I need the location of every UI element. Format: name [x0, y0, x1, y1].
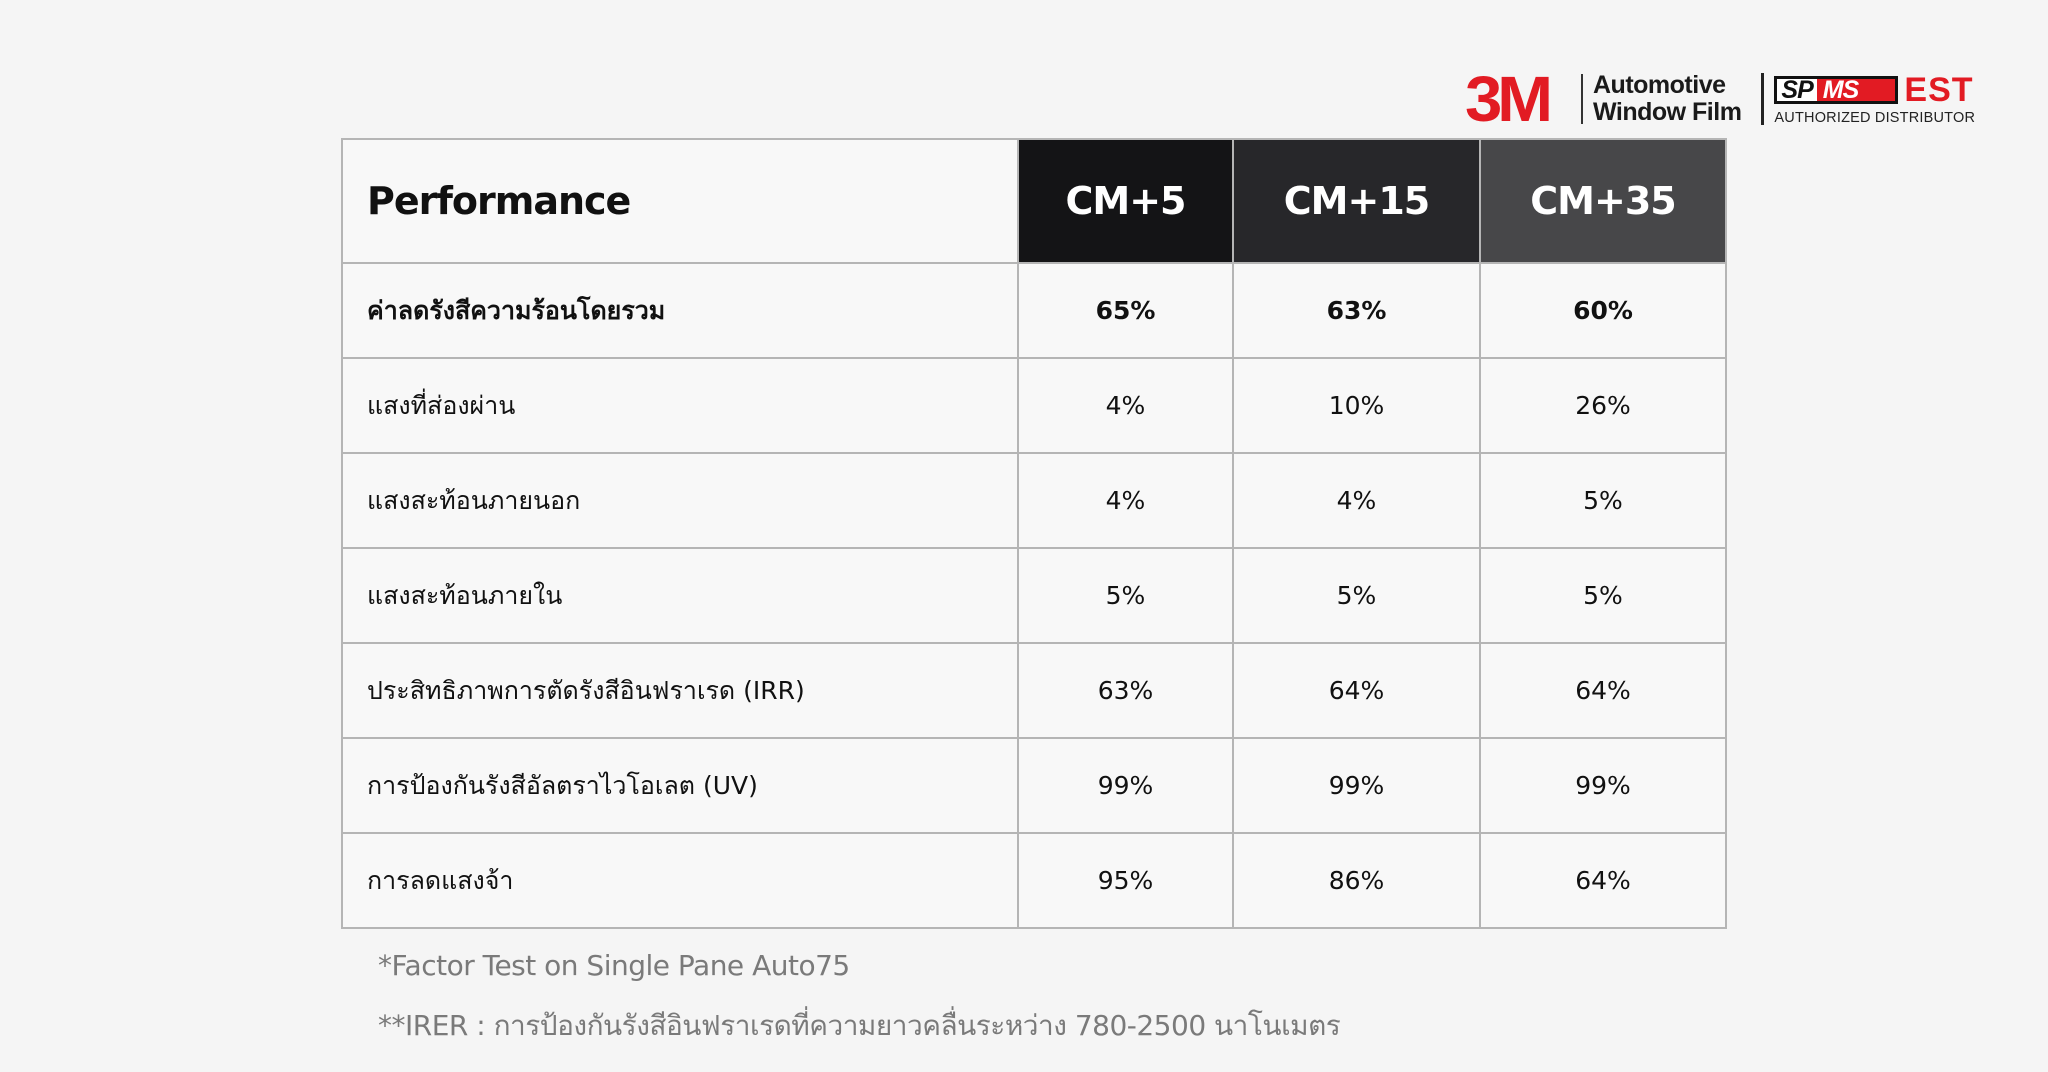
- spms-logo: SP MS: [1774, 75, 1899, 104]
- cell-value: 5%: [1479, 452, 1727, 549]
- cell-value: 64%: [1479, 642, 1727, 739]
- row-label: ค่าลดรังสีความร้อนโดยรวม: [341, 262, 1019, 359]
- performance-header: Performance: [341, 138, 1019, 264]
- model-header-cm5: CM+5: [1017, 138, 1234, 264]
- row-label: การลดแสงจ้า: [341, 832, 1019, 929]
- footnote-irer: **IRER : การป้องกันรังสีอินฟราเรดที่ความ…: [378, 1009, 1341, 1042]
- cell-value: 65%: [1017, 262, 1234, 359]
- row-label: ประสิทธิภาพการตัดรังสีอินฟราเรด (IRR): [341, 642, 1019, 739]
- model-header-cm15: CM+15: [1232, 138, 1481, 264]
- row-label: แสงสะท้อนภายนอก: [341, 452, 1019, 549]
- cell-value: 95%: [1017, 832, 1234, 929]
- performance-table: Performance CM+5 CM+15 CM+35 ค่าลดรังสีค…: [341, 138, 1727, 929]
- cell-value: 63%: [1232, 262, 1481, 359]
- cell-value: 4%: [1017, 452, 1234, 549]
- cell-value: 64%: [1479, 832, 1727, 929]
- cell-value: 26%: [1479, 357, 1727, 454]
- table-row: แสงที่ส่องผ่าน 4% 10% 26%: [341, 357, 1727, 454]
- 3m-logo: 3M: [1465, 63, 1553, 135]
- table-header-row: Performance CM+5 CM+15 CM+35: [341, 138, 1727, 264]
- row-label: แสงสะท้อนภายใน: [341, 547, 1019, 644]
- cell-value: 4%: [1232, 452, 1481, 549]
- footnotes: *Factor Test on Single Pane Auto75 **IRE…: [378, 944, 1341, 1064]
- footnote-factor-test: *Factor Test on Single Pane Auto75: [378, 949, 850, 982]
- cell-value: 99%: [1479, 737, 1727, 834]
- table-row: แสงสะท้อนภายใน 5% 5% 5%: [341, 547, 1727, 644]
- cell-value: 10%: [1232, 357, 1481, 454]
- cell-value: 64%: [1232, 642, 1481, 739]
- authorized-distributor-label: AUTHORIZED DISTRIBUTOR: [1774, 109, 1976, 126]
- brand-logos: 3M Automotive Window Film SP MS EST AUTH…: [1465, 63, 1975, 135]
- spms-ms: MS: [1816, 77, 1896, 102]
- cell-value: 4%: [1017, 357, 1234, 454]
- table-row: แสงสะท้อนภายนอก 4% 4% 5%: [341, 452, 1727, 549]
- cell-value: 63%: [1017, 642, 1234, 739]
- table-row: ค่าลดรังสีความร้อนโดยรวม 65% 63% 60%: [341, 262, 1727, 359]
- cell-value: 99%: [1017, 737, 1234, 834]
- spms-sp: SP: [1777, 77, 1817, 102]
- product-line-label: Automotive Window Film: [1593, 71, 1742, 126]
- est-logo: EST: [1904, 70, 1974, 109]
- cell-value: 86%: [1232, 832, 1481, 929]
- cell-value: 99%: [1232, 737, 1481, 834]
- row-label: การป้องกันรังสีอัลตราไวโอเลต (UV): [341, 737, 1019, 834]
- logo-divider: [1761, 73, 1765, 125]
- row-label: แสงที่ส่องผ่าน: [341, 357, 1019, 454]
- distributor-logo: SP MS EST AUTHORIZED DISTRIBUTOR: [1774, 73, 1975, 126]
- cell-value: 60%: [1479, 262, 1727, 359]
- logo-divider: [1581, 74, 1583, 124]
- product-line-2: Window Film: [1593, 98, 1742, 126]
- cell-value: 5%: [1479, 547, 1727, 644]
- product-line-1: Automotive: [1593, 71, 1726, 99]
- model-header-cm35: CM+35: [1479, 138, 1727, 264]
- cell-value: 5%: [1017, 547, 1234, 644]
- cell-value: 5%: [1232, 547, 1481, 644]
- table-row: การป้องกันรังสีอัลตราไวโอเลต (UV) 99% 99…: [341, 737, 1727, 834]
- table-row: ประสิทธิภาพการตัดรังสีอินฟราเรด (IRR) 63…: [341, 642, 1727, 739]
- table-row: การลดแสงจ้า 95% 86% 64%: [341, 832, 1727, 929]
